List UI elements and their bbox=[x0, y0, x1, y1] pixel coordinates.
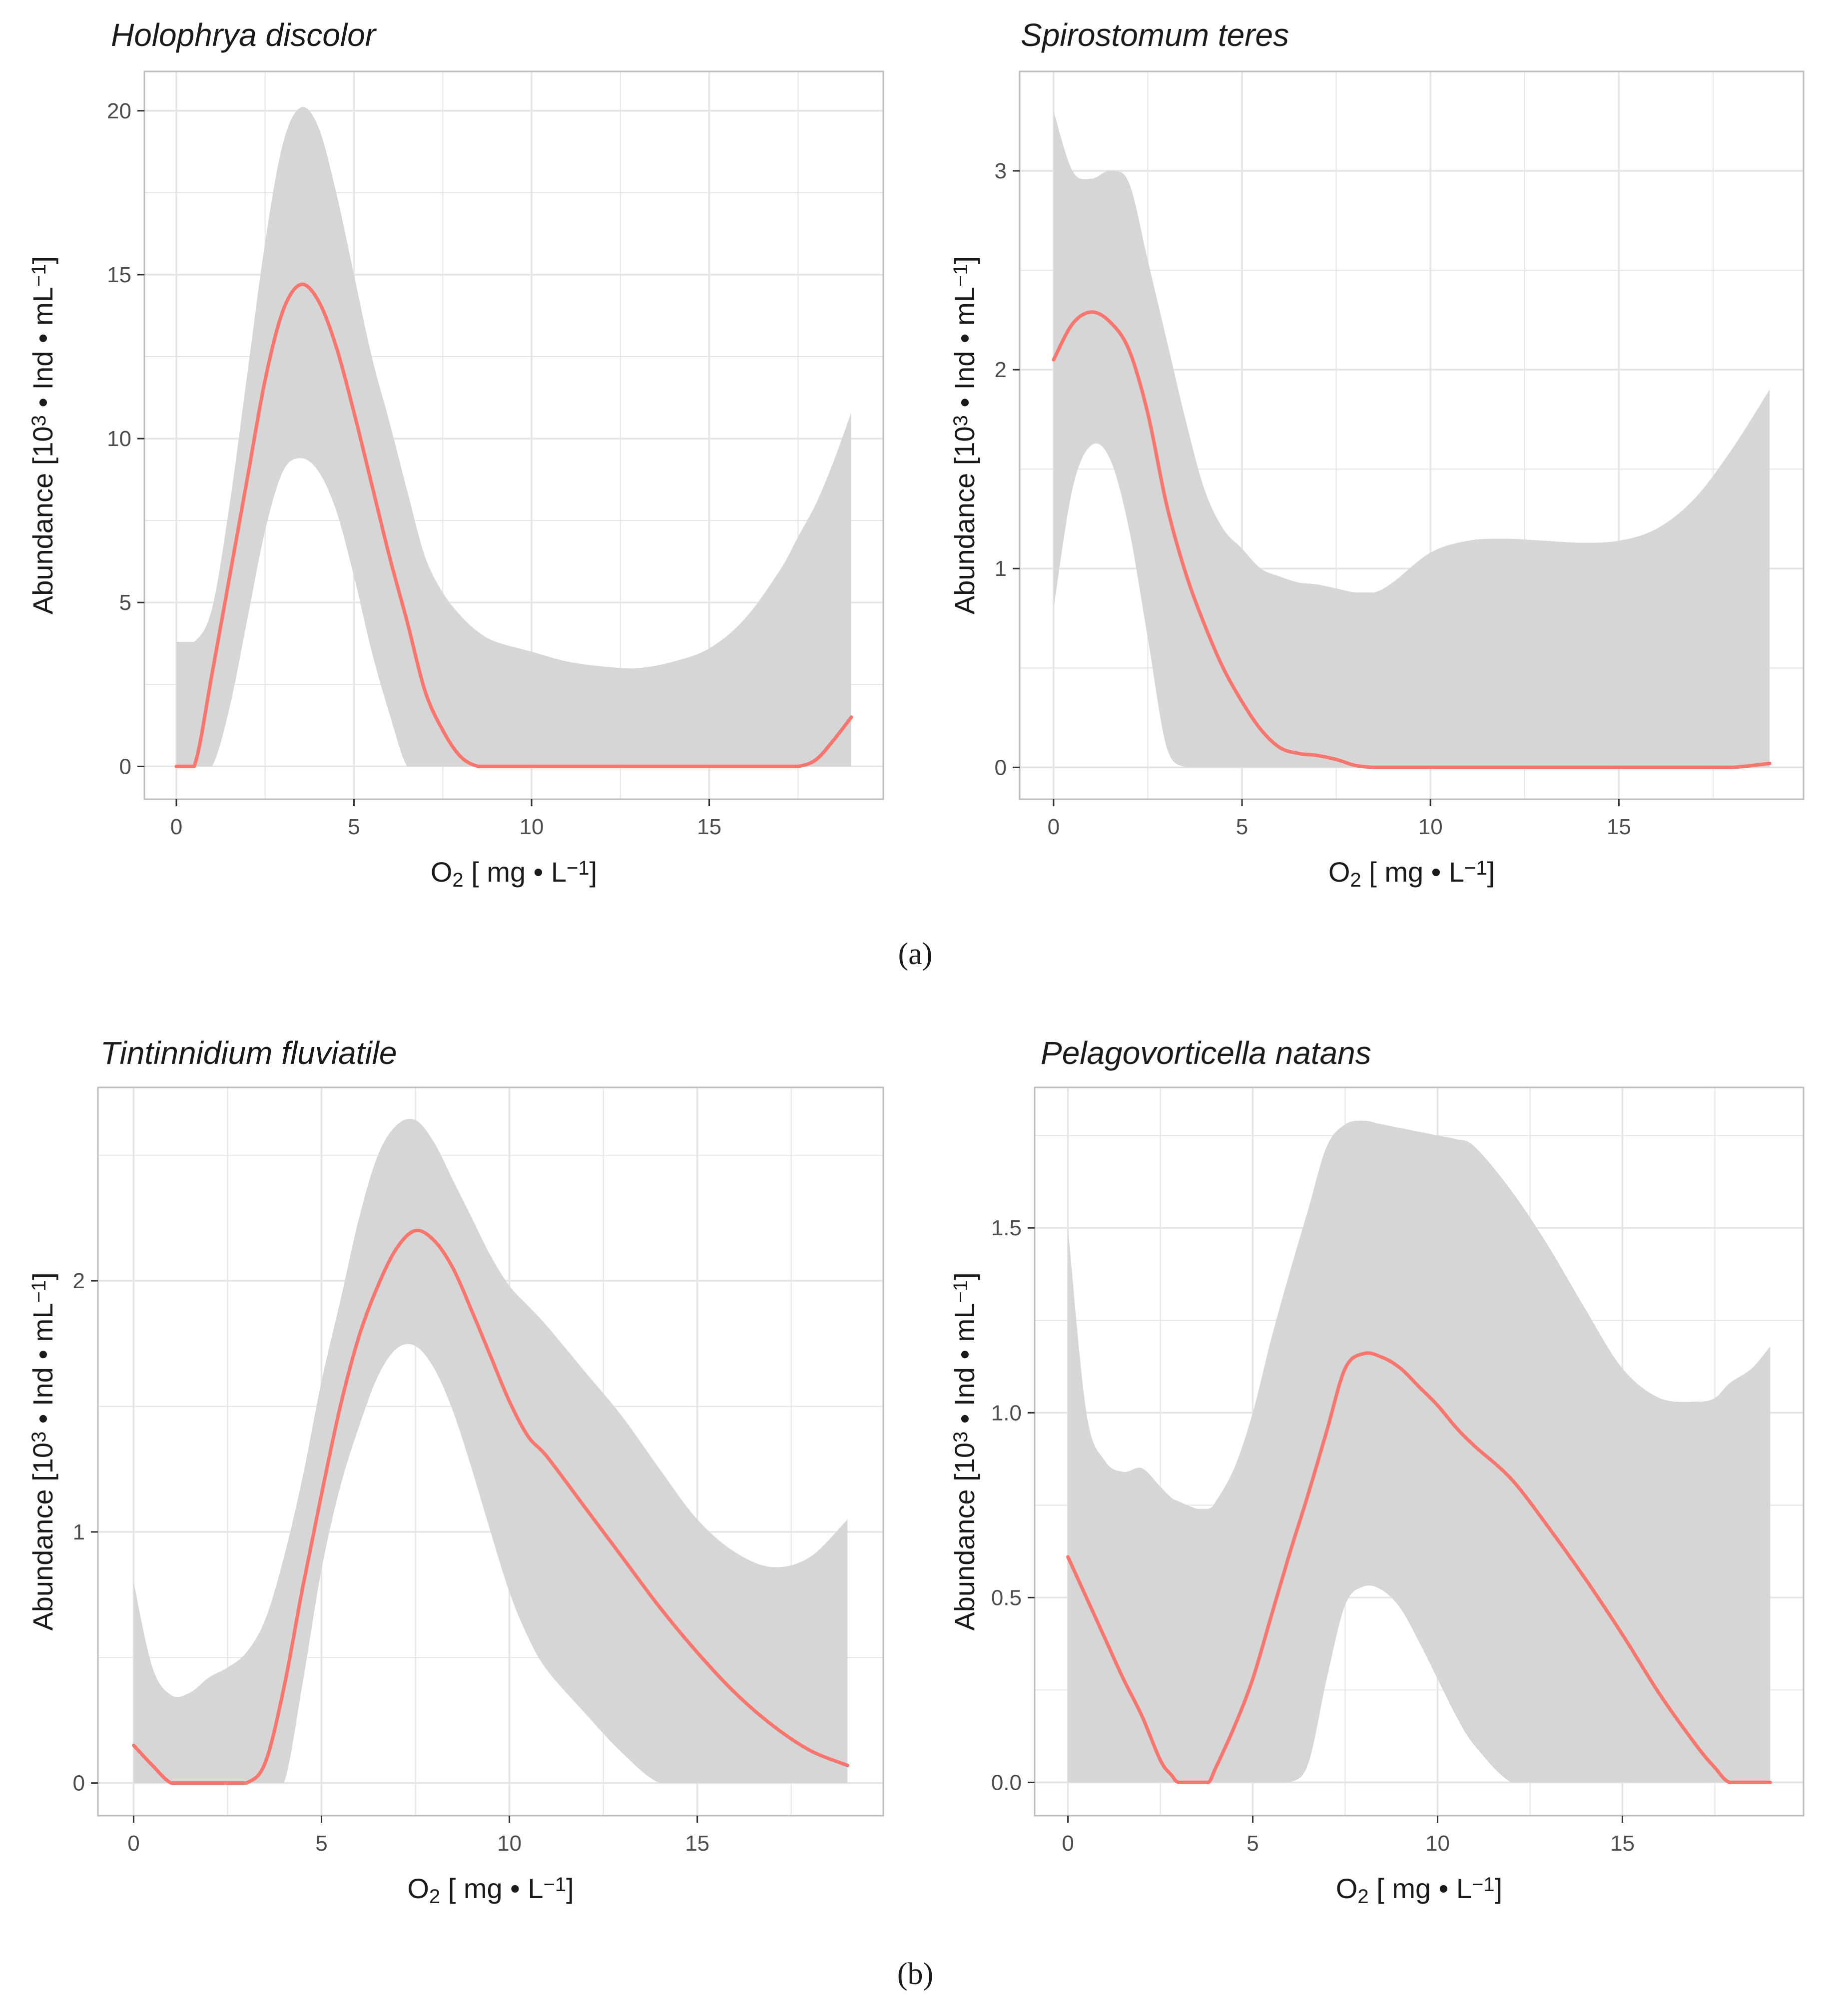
plot-border bbox=[97, 1086, 884, 1817]
x-tick-label: 10 bbox=[497, 1831, 522, 1856]
y-tick-label: 5 bbox=[119, 590, 131, 615]
y-tick-label: 2 bbox=[995, 358, 1007, 382]
x-tick-label: 15 bbox=[697, 815, 721, 839]
x-tick-label: 10 bbox=[520, 815, 544, 839]
plot-border bbox=[1019, 70, 1805, 800]
panel-holophrya-discolor: 0 5 10 15 0 5 10 15 20 Holophrya discolor O2 [ mg … bbox=[27, 17, 884, 891]
y-tick-label: 0.5 bbox=[991, 1585, 1022, 1610]
x-axis-label: O2 [ mg • L−1] bbox=[407, 1873, 574, 1908]
x-tick-label: 5 bbox=[348, 815, 360, 839]
confidence-ribbon bbox=[176, 107, 851, 767]
y-axis-label: Abundance [103 • Ind • mL−1] bbox=[949, 256, 980, 614]
fit-line bbox=[1066, 1351, 1772, 1784]
y-tick-label: 0.0 bbox=[991, 1770, 1022, 1795]
panel-title: Tintinnidium fluviatile bbox=[100, 1035, 397, 1071]
panel-title: Spirostomum teres bbox=[1021, 17, 1289, 53]
panel-pelagovorticella-natans: 0 5 10 15 0.0 0.5 1.0 1.5 Pelagovorticella natan… bbox=[949, 1035, 1805, 1908]
panel-tintinnidium-fluviatile: 0 5 10 15 0 1 2 Tintinnidium fluviatile O2 [ mg … bbox=[27, 1035, 884, 1908]
x-tick-label: 0 bbox=[1062, 1831, 1074, 1856]
x-tick-label: 10 bbox=[1425, 1831, 1450, 1856]
fit-line bbox=[132, 1228, 849, 1785]
plot-border bbox=[143, 70, 884, 800]
fit-line bbox=[1052, 310, 1772, 769]
row-label-a: (a) bbox=[898, 937, 933, 971]
row-label-b: (b) bbox=[897, 1957, 933, 1991]
x-tick-label: 0 bbox=[127, 1831, 139, 1856]
y-axis-label: Abundance [103 • Ind • mL−1] bbox=[949, 1272, 980, 1630]
x-tick-label: 0 bbox=[170, 815, 182, 839]
confidence-ribbon bbox=[1053, 111, 1770, 768]
y-tick-label: 1 bbox=[995, 556, 1007, 581]
y-tick-label: 0 bbox=[73, 1771, 85, 1796]
y-tick-label: 0 bbox=[119, 754, 131, 779]
y-axis-label: Abundance [103 • Ind • mL−1] bbox=[27, 1272, 58, 1630]
x-tick-label: 0 bbox=[1048, 815, 1060, 839]
y-tick-label: 15 bbox=[107, 263, 131, 287]
confidence-ribbon bbox=[1068, 1120, 1771, 1783]
y-tick-label: 20 bbox=[107, 99, 131, 123]
plot-border bbox=[1034, 1086, 1805, 1817]
y-tick-label: 10 bbox=[107, 427, 131, 451]
x-tick-label: 5 bbox=[1246, 1831, 1258, 1856]
x-axis-label: O2 [ mg • L−1] bbox=[1336, 1873, 1502, 1908]
y-tick-label: 1 bbox=[73, 1520, 85, 1544]
y-tick-label: 1.5 bbox=[991, 1216, 1022, 1240]
panel-title: Pelagovorticella natans bbox=[1041, 1035, 1371, 1071]
y-tick-label: 2 bbox=[73, 1269, 85, 1293]
x-tick-label: 5 bbox=[315, 1831, 327, 1856]
fit-line bbox=[174, 282, 853, 768]
x-tick-label: 15 bbox=[685, 1831, 709, 1856]
y-tick-label: 3 bbox=[995, 159, 1007, 183]
x-tick-label: 10 bbox=[1418, 815, 1443, 839]
y-tick-label: 1.0 bbox=[991, 1401, 1022, 1425]
x-tick-label: 15 bbox=[1610, 1831, 1635, 1856]
y-axis-label: Abundance [103 • Ind • mL−1] bbox=[27, 256, 58, 614]
panel-spirostomum-teres: 0 5 10 15 0 1 2 3 Spirostomum teres O2 [ mg • L−1… bbox=[949, 17, 1805, 891]
x-tick-label: 5 bbox=[1236, 815, 1248, 839]
x-tick-label: 15 bbox=[1607, 815, 1631, 839]
panel-title: Holophrya discolor bbox=[111, 17, 377, 53]
x-axis-label: O2 [ mg • L−1] bbox=[431, 856, 597, 891]
x-axis-label: O2 [ mg • L−1] bbox=[1328, 856, 1495, 891]
y-tick-label: 0 bbox=[995, 755, 1007, 780]
